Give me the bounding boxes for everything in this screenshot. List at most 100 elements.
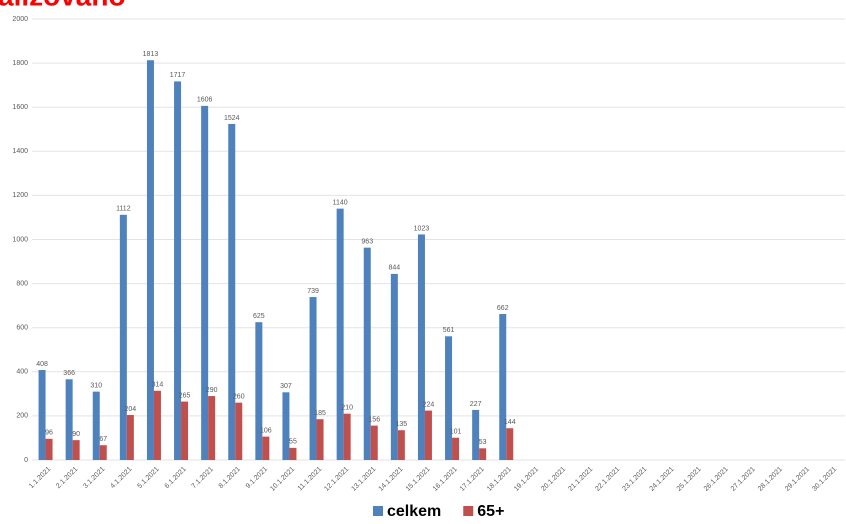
data-label: 135 — [396, 421, 408, 428]
x-tick-label: 29.1.2021 — [784, 466, 811, 493]
bar — [208, 396, 216, 460]
data-label: 156 — [368, 416, 380, 423]
x-tick-label: 27.1.2021 — [730, 466, 757, 493]
data-label: 106 — [260, 427, 272, 434]
bar — [262, 436, 270, 460]
y-tick-label: 800 — [16, 280, 28, 287]
bar — [65, 379, 73, 460]
y-tick-label: 400 — [16, 369, 28, 376]
data-label: 185 — [314, 410, 326, 417]
x-tick-label: 3.1.2021 — [82, 466, 106, 490]
data-label: 1023 — [414, 225, 430, 232]
bar — [289, 447, 297, 460]
y-tick-label: 1000 — [12, 236, 28, 243]
data-label: 739 — [307, 288, 319, 295]
bar — [92, 391, 100, 460]
bar — [174, 81, 182, 461]
bar — [424, 410, 432, 460]
x-tick-label: 26.1.2021 — [703, 466, 730, 493]
data-label: 1606 — [197, 97, 213, 104]
y-tick-label: 1800 — [12, 60, 28, 67]
x-tick-label: 6.1.2021 — [164, 466, 188, 490]
y-tick-label: 1600 — [12, 104, 28, 111]
bar — [255, 322, 263, 460]
data-label: 1813 — [143, 51, 159, 58]
bar — [181, 401, 189, 460]
bar — [146, 60, 154, 461]
bar — [472, 409, 480, 460]
x-tick-label: 22.1.2021 — [594, 466, 621, 493]
data-label: 96 — [45, 430, 53, 437]
bar — [201, 105, 209, 460]
bar — [370, 425, 378, 460]
y-tick-label: 1400 — [12, 148, 28, 155]
bar — [499, 314, 507, 460]
data-label: 144 — [504, 419, 516, 426]
x-tick-label: 15.1.2021 — [405, 466, 432, 493]
y-tick-label: 1200 — [12, 192, 28, 199]
data-label: 55 — [289, 439, 297, 446]
legend-label: celkem — [387, 503, 441, 520]
data-label: 1717 — [170, 72, 186, 79]
data-label: 1140 — [333, 199, 348, 206]
legend-swatch — [463, 506, 474, 516]
x-tick-label: 2.1.2021 — [55, 466, 79, 490]
x-tick-label: 20.1.2021 — [540, 466, 567, 493]
data-label: 101 — [450, 429, 462, 436]
data-label: 408 — [36, 361, 48, 368]
x-tick-label: 4.1.2021 — [109, 466, 133, 490]
y-tick-label: 200 — [16, 413, 28, 420]
data-label: 310 — [90, 382, 102, 389]
x-tick-label: 21.1.2021 — [567, 466, 594, 493]
data-label: 1524 — [224, 115, 240, 122]
x-tick-label: 9.1.2021 — [245, 466, 269, 490]
x-tick-label: 12.1.2021 — [323, 466, 350, 493]
x-tick-label: 13.1.2021 — [350, 466, 377, 493]
data-label: 662 — [497, 305, 509, 312]
bar — [228, 123, 236, 460]
legend-label: 65+ — [477, 503, 504, 520]
bar — [99, 445, 107, 460]
data-label: 210 — [341, 405, 353, 412]
x-tick-label: 10.1.2021 — [269, 466, 296, 493]
y-tick-label: 2000 — [12, 16, 28, 23]
data-label: 307 — [280, 383, 292, 390]
x-tick-label: 16.1.2021 — [432, 466, 459, 493]
data-label: 366 — [63, 370, 75, 377]
bar — [343, 413, 351, 460]
data-label: 265 — [179, 392, 191, 399]
data-label: 204 — [125, 406, 137, 413]
data-label: 844 — [389, 265, 401, 272]
bar — [417, 234, 425, 460]
bar — [153, 390, 161, 460]
bar — [452, 437, 460, 460]
data-label: 1112 — [116, 206, 131, 213]
data-label: 67 — [99, 436, 107, 443]
x-tick-label: 17.1.2021 — [459, 466, 486, 493]
x-tick-label: 11.1.2021 — [297, 466, 324, 493]
bar — [235, 402, 243, 460]
chart-title: alizováno — [0, 0, 126, 11]
bar — [479, 448, 487, 460]
bar — [38, 370, 46, 460]
x-tick-label: 18.1.2021 — [486, 466, 513, 493]
data-label: 290 — [206, 387, 218, 394]
bar — [506, 428, 514, 460]
x-tick-label: 24.1.2021 — [649, 466, 676, 493]
legend-swatch — [373, 506, 383, 516]
x-tick-label: 28.1.2021 — [757, 466, 784, 493]
bar — [45, 438, 53, 460]
bar — [119, 214, 127, 460]
data-label: 561 — [443, 327, 455, 334]
bar — [336, 208, 344, 460]
bar — [363, 247, 371, 460]
x-tick-label: 14.1.2021 — [378, 466, 405, 493]
y-tick-label: 0 — [24, 457, 28, 464]
data-label: 53 — [479, 439, 487, 446]
x-tick-label: 7.1.2021 — [191, 466, 215, 490]
bar — [390, 273, 398, 460]
x-tick-label: 30.1.2021 — [811, 466, 838, 493]
data-label: 224 — [423, 401, 435, 408]
data-label: 314 — [152, 382, 164, 389]
